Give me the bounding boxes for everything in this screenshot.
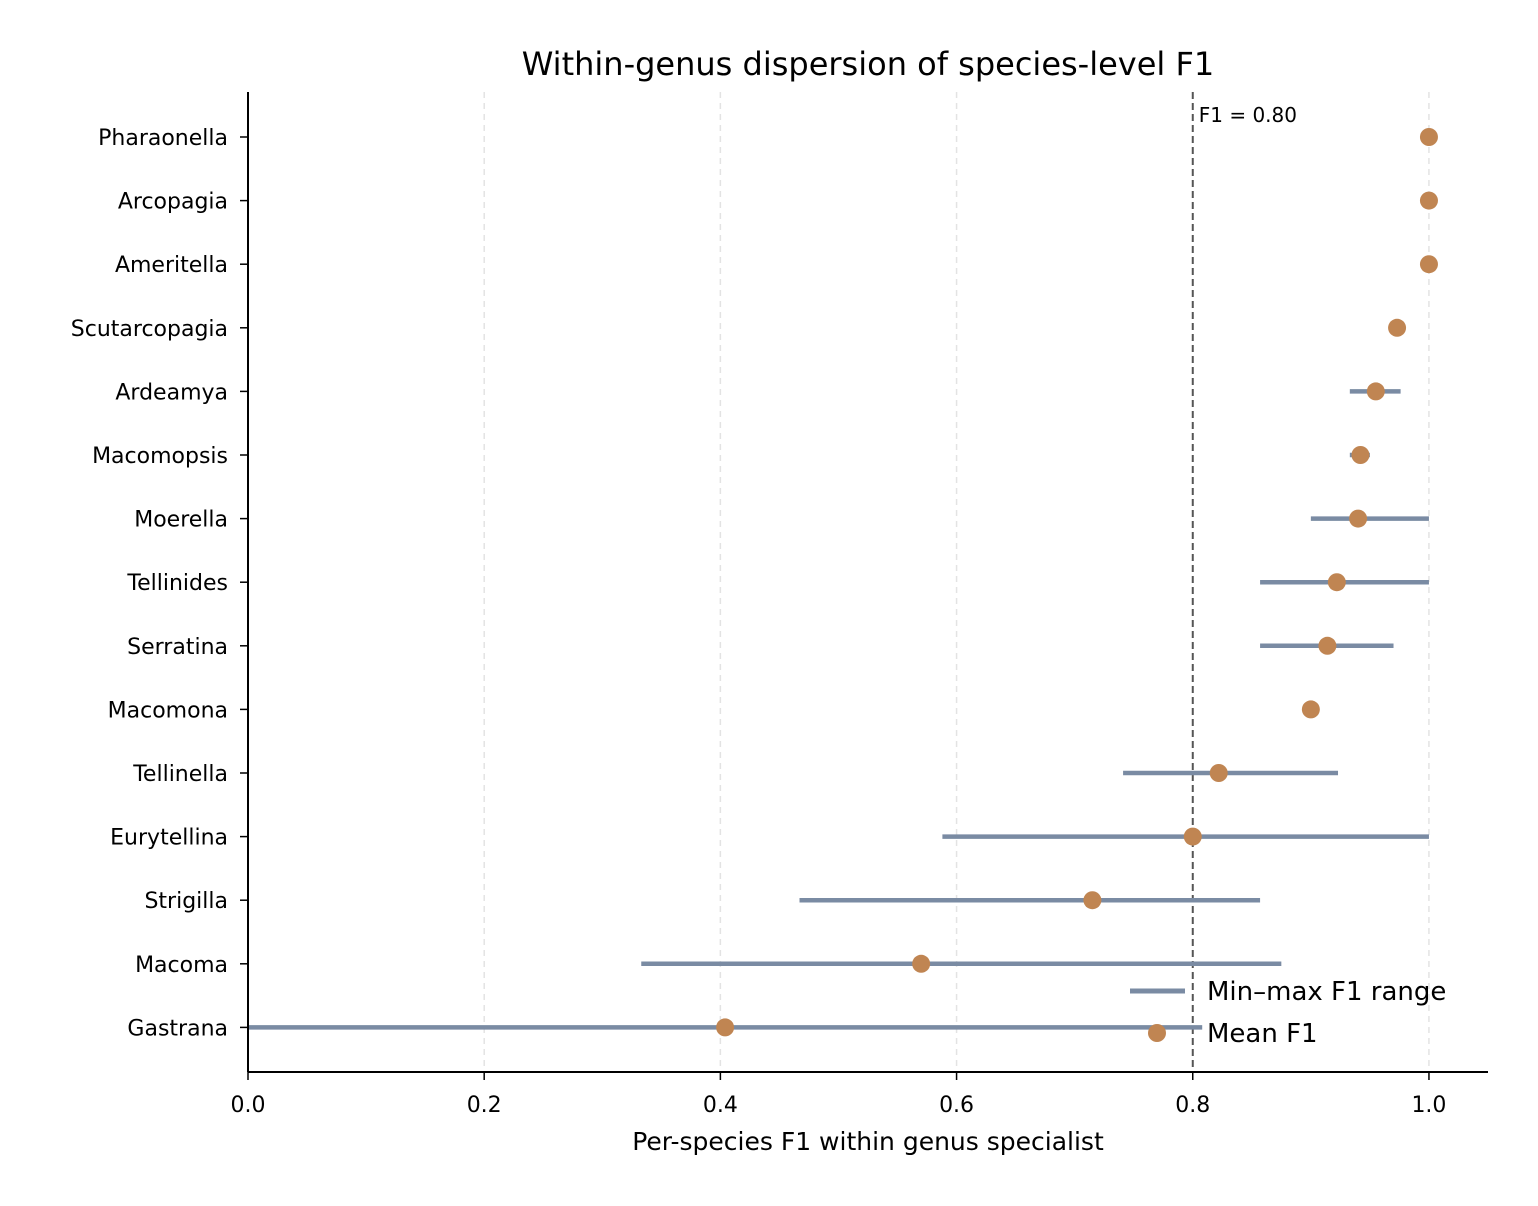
legend-range-label: Min–max F1 range <box>1207 977 1446 1007</box>
y-tick-label-macomopsis: Macomopsis <box>92 444 228 469</box>
mean-point-macoma <box>912 954 931 973</box>
y-tick-labels: Pharaonella Arcopagia Ameritella Scutarcopa… <box>71 126 248 1041</box>
range-bars <box>248 389 1429 1030</box>
mean-point-moerella <box>1349 509 1368 528</box>
mean-point-strigilla <box>1083 891 1102 910</box>
x-tick-label-3: 0.6 <box>939 1093 974 1118</box>
x-tick-label-1: 0.2 <box>467 1093 502 1118</box>
y-tick-label-tellinides: Tellinides <box>126 571 228 596</box>
mean-point-gastrana <box>716 1018 735 1037</box>
legend-mean-swatch <box>1148 1024 1166 1042</box>
x-tick-labels: 0.0 0.2 0.4 0.6 0.8 1.0 <box>231 1072 1446 1118</box>
mean-point-macomopsis <box>1351 446 1370 464</box>
mean-point-pharaonella <box>1419 128 1438 146</box>
reference-line: F1 = 0.80 <box>1191 92 1297 1072</box>
mean-point-ameritella <box>1419 255 1438 274</box>
mean-point-arcopagia <box>1419 191 1438 210</box>
y-tick-label-macomona: Macomona <box>108 698 228 723</box>
y-tick-label-scutarcopagia: Scutarcopagia <box>71 317 228 342</box>
y-tick-label-tellinella: Tellinella <box>132 762 228 787</box>
x-tick-label-5: 1.0 <box>1411 1093 1446 1118</box>
x-axis-label: Per-species F1 within genus specialist <box>632 1127 1104 1156</box>
y-tick-label-strigilla: Strigilla <box>144 889 228 914</box>
mean-point-tellinella <box>1209 764 1228 782</box>
y-tick-label-arcopagia: Arcopagia <box>118 190 228 215</box>
legend-mean-label: Mean F1 <box>1207 1019 1318 1049</box>
y-tick-label-ameritella: Ameritella <box>115 253 228 278</box>
mean-points <box>716 128 1438 1037</box>
mean-point-eurytellina <box>1183 827 1202 846</box>
mean-point-scutarcopagia <box>1388 318 1407 337</box>
y-tick-label-eurytellina: Eurytellina <box>110 826 228 851</box>
x-tick-label-4: 0.8 <box>1175 1093 1210 1118</box>
mean-point-tellinides <box>1327 573 1346 592</box>
mean-point-ardeamya <box>1366 382 1385 401</box>
x-tick-label-0: 0.0 <box>231 1093 266 1118</box>
mean-point-macomona <box>1301 700 1320 719</box>
y-tick-label-pharaonella: Pharaonella <box>98 126 228 151</box>
y-tick-label-serratina: Serratina <box>127 635 228 660</box>
legend: Min–max F1 range Mean F1 <box>1130 977 1446 1049</box>
mean-point-serratina <box>1318 636 1337 655</box>
x-tick-label-2: 0.4 <box>703 1093 738 1118</box>
chart-title: Within-genus dispersion of species-level… <box>522 45 1215 83</box>
y-tick-label-macoma: Macoma <box>135 953 228 978</box>
y-tick-label-moerella: Moerella <box>134 508 228 533</box>
y-tick-label-gastrana: Gastrana <box>127 1016 228 1041</box>
y-tick-label-ardeamya: Ardeamya <box>115 380 228 405</box>
reference-line-label: F1 = 0.80 <box>1199 103 1297 127</box>
